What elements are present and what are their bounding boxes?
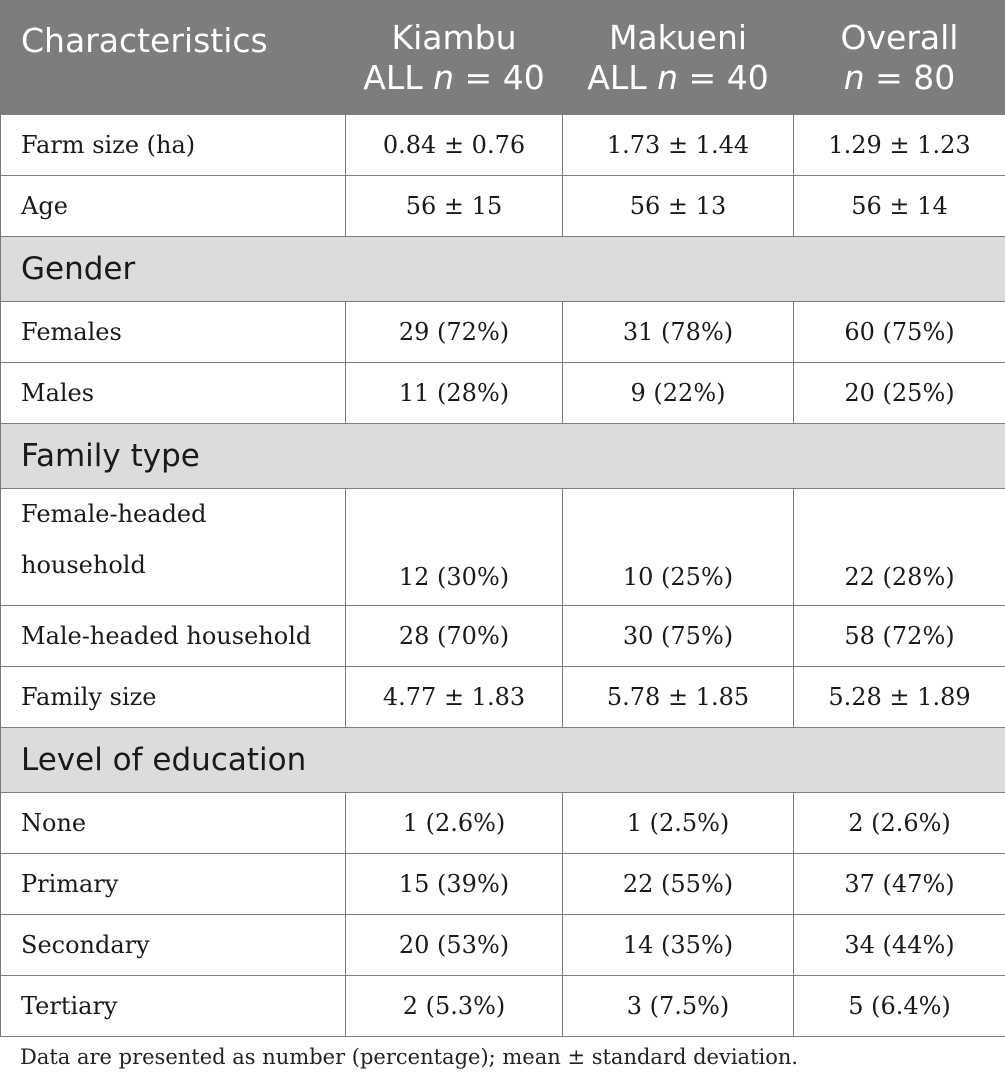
table-row: Family size 4.77 ± 1.83 5.78 ± 1.85 5.28 ± … <box>0 666 1005 728</box>
header-makueni: Makueni ALL n = 40 <box>562 0 794 115</box>
cell-kiambu: 0.84 ± 0.76 <box>345 114 563 176</box>
row-label: Secondary <box>0 914 346 976</box>
table-row: Primary 15 (39%) 22 (55%) 37 (47%) <box>0 853 1005 915</box>
table-row: Male-headed household 28 (70%) 30 (75%) 58 … <box>0 605 1005 667</box>
cell-makueni: 31 (78%) <box>562 301 794 363</box>
row-label: Male-headed household <box>0 605 346 667</box>
row-label: Primary <box>0 853 346 915</box>
cell-kiambu: 4.77 ± 1.83 <box>345 666 563 728</box>
table-row: Females 29 (72%) 31 (78%) 60 (75%) <box>0 301 1005 363</box>
cell-overall: 1.29 ± 1.23 <box>793 114 1005 176</box>
row-label: Males <box>0 362 346 424</box>
row-label-line: household <box>21 551 146 579</box>
cell-kiambu: 29 (72%) <box>345 301 563 363</box>
characteristics-table: Characteristics Kiambu ALL n = 40 Makuen… <box>0 0 1005 1037</box>
row-label: Family size <box>0 666 346 728</box>
cell-kiambu: 11 (28%) <box>345 362 563 424</box>
row-label-line: Female-headed <box>21 500 207 528</box>
cell-makueni: 14 (35%) <box>562 914 794 976</box>
cell-overall: 2 (2.6%) <box>793 792 1005 854</box>
row-label: None <box>0 792 346 854</box>
cell-overall: 22 (28%) <box>793 488 1005 606</box>
table-row: Males 11 (28%) 9 (22%) 20 (25%) <box>0 362 1005 424</box>
row-label: Females <box>0 301 346 363</box>
header-kiambu: Kiambu ALL n = 40 <box>345 0 563 115</box>
header-overall: Overall n = 80 <box>793 0 1005 115</box>
cell-kiambu: 20 (53%) <box>345 914 563 976</box>
section-heading: Level of education <box>0 727 1005 793</box>
cell-makueni: 56 ± 13 <box>562 175 794 237</box>
cell-kiambu: 15 (39%) <box>345 853 563 915</box>
cell-kiambu: 12 (30%) <box>345 488 563 606</box>
cell-makueni: 22 (55%) <box>562 853 794 915</box>
table-row: None 1 (2.6%) 1 (2.5%) 2 (2.6%) <box>0 792 1005 854</box>
cell-overall: 56 ± 14 <box>793 175 1005 237</box>
cell-makueni: 1.73 ± 1.44 <box>562 114 794 176</box>
table-row: Tertiary 2 (5.3%) 3 (7.5%) 5 (6.4%) <box>0 975 1005 1037</box>
cell-kiambu: 28 (70%) <box>345 605 563 667</box>
header-characteristics: Characteristics <box>0 0 346 115</box>
section-heading: Family type <box>0 423 1005 489</box>
section-row: Level of education <box>0 727 1005 793</box>
cell-makueni: 10 (25%) <box>562 488 794 606</box>
row-label: Age <box>0 175 346 237</box>
section-row: Family type <box>0 423 1005 489</box>
cell-makueni: 30 (75%) <box>562 605 794 667</box>
cell-overall: 60 (75%) <box>793 301 1005 363</box>
table-body: Farm size (ha) 0.84 ± 0.76 1.73 ± 1.44 1.29… <box>0 114 1005 1037</box>
cell-overall: 37 (47%) <box>793 853 1005 915</box>
cell-makueni: 5.78 ± 1.85 <box>562 666 794 728</box>
header-row: Characteristics Kiambu ALL n = 40 Makuen… <box>0 0 1005 115</box>
cell-kiambu: 2 (5.3%) <box>345 975 563 1037</box>
cell-overall: 5 (6.4%) <box>793 975 1005 1037</box>
row-label: Farm size (ha) <box>0 114 346 176</box>
cell-kiambu: 1 (2.6%) <box>345 792 563 854</box>
row-label: Female-headed household <box>0 488 346 606</box>
cell-makueni: 1 (2.5%) <box>562 792 794 854</box>
table-row: Age 56 ± 15 56 ± 13 56 ± 14 <box>0 175 1005 237</box>
table-row: Female-headed household 12 (30%) 10 (25%) 22… <box>0 488 1005 606</box>
cell-overall: 20 (25%) <box>793 362 1005 424</box>
cell-kiambu: 56 ± 15 <box>345 175 563 237</box>
cell-overall: 34 (44%) <box>793 914 1005 976</box>
section-row: Gender <box>0 236 1005 302</box>
table-row: Farm size (ha) 0.84 ± 0.76 1.73 ± 1.44 1.29… <box>0 114 1005 176</box>
row-label: Tertiary <box>0 975 346 1037</box>
table-footnote: Data are presented as number (percentage… <box>20 1045 799 1069</box>
cell-makueni: 3 (7.5%) <box>562 975 794 1037</box>
cell-makueni: 9 (22%) <box>562 362 794 424</box>
cell-overall: 58 (72%) <box>793 605 1005 667</box>
table-row: Secondary 20 (53%) 14 (35%) 34 (44%) <box>0 914 1005 976</box>
cell-overall: 5.28 ± 1.89 <box>793 666 1005 728</box>
section-heading: Gender <box>0 236 1005 302</box>
